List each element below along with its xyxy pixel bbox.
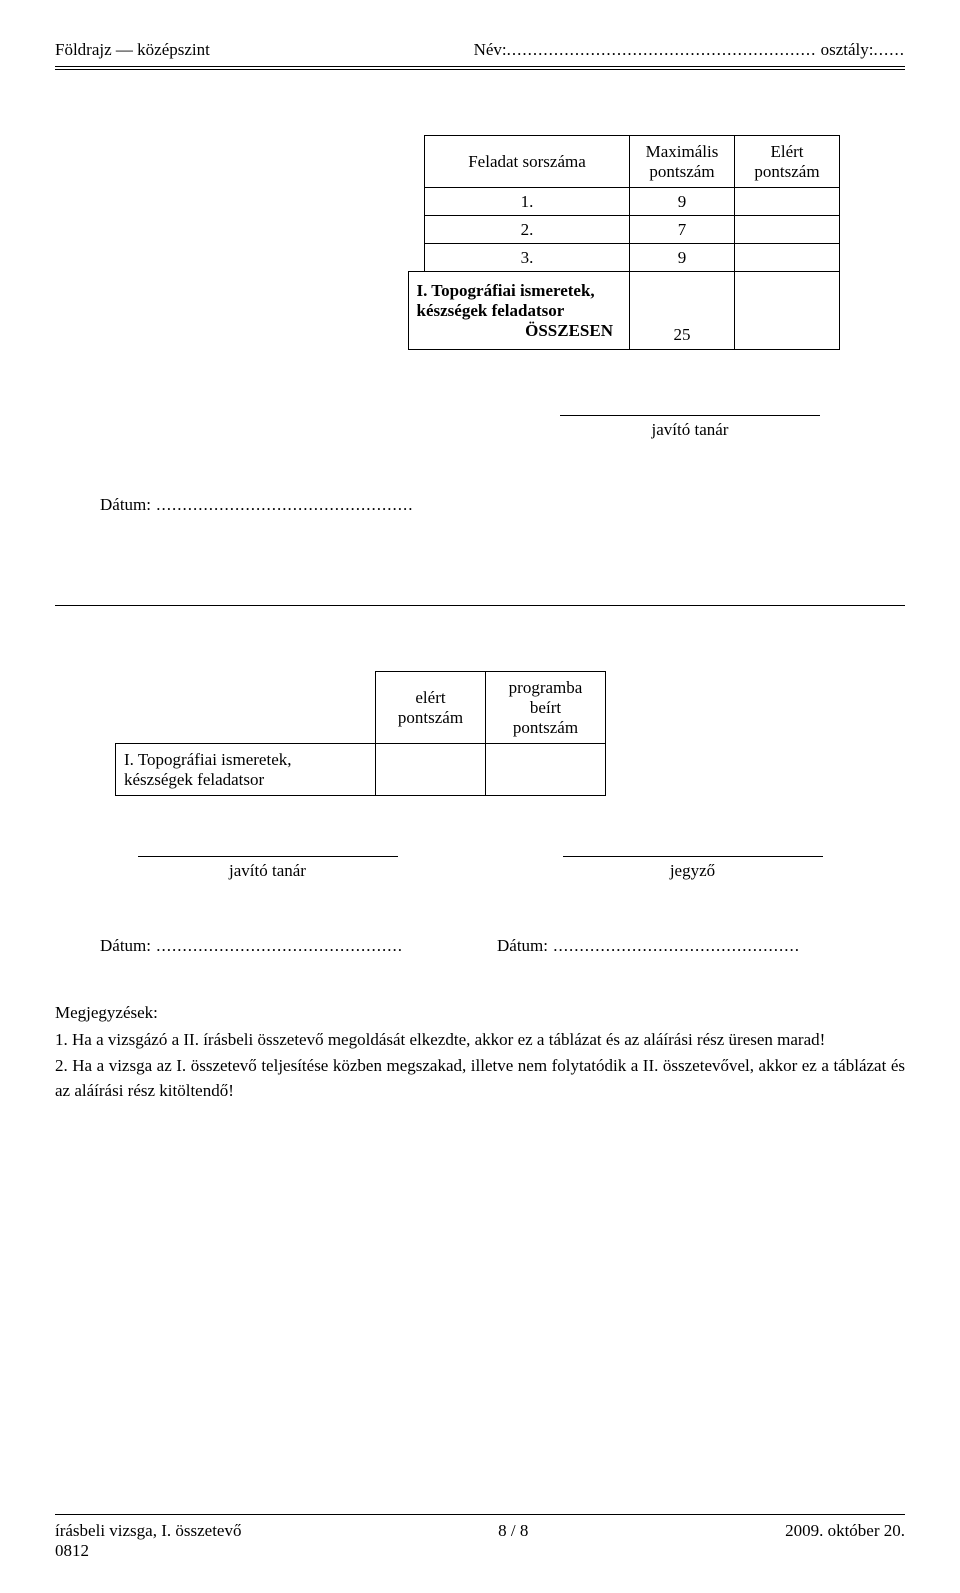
date-label-right: Dátum: [497, 936, 548, 955]
name-label: Név: [474, 40, 507, 59]
footer-date: 2009. október 20. [785, 1521, 905, 1561]
table-row: 2. [425, 216, 630, 244]
footer-page-number: 8 / 8 [241, 1521, 785, 1561]
name-dots: ........................................… [507, 40, 817, 59]
program-table-header-earned: elért pontszám [376, 672, 486, 744]
table-row: 9 [630, 244, 735, 272]
date-dots-left: ........................................… [151, 936, 403, 955]
program-table-entered-cell [486, 744, 606, 796]
date-dots-right: ........................................… [548, 936, 800, 955]
score-table: Feladat sorszáma Maximális pontszám Elér… [408, 135, 841, 350]
subject-level: Földrajz — középszint [55, 40, 210, 60]
table-row: 9 [630, 188, 735, 216]
program-table-earned-cell [376, 744, 486, 796]
score-table-total-label: I. Topográfiai ismeretek, készségek fela… [408, 272, 630, 350]
teacher-signature-label: javító tanár [475, 420, 905, 440]
class-label: osztály: [816, 40, 873, 59]
table-row: 1. [425, 188, 630, 216]
table-row [735, 216, 840, 244]
footer-left-line1: írásbeli vizsga, I. összetevő [55, 1521, 241, 1541]
registrar-signature-label: jegyző [480, 861, 905, 881]
footer: írásbeli vizsga, I. összetevő 0812 8 / 8… [55, 1521, 905, 1561]
score-table-header-task: Feladat sorszáma [425, 136, 630, 188]
score-table-header-earned: Elért pontszám [735, 136, 840, 188]
date-label: Dátum: [100, 495, 151, 514]
table-row [735, 244, 840, 272]
table-row: 3. [425, 244, 630, 272]
date-label-left: Dátum: [100, 936, 151, 955]
score-table-total-earned [735, 272, 840, 350]
notes-paragraph-1: 1. Ha a vizsgázó a II. írásbeli összetev… [55, 1028, 905, 1053]
teacher-signature-label-2: javító tanár [55, 861, 480, 881]
score-table-total-max: 25 [630, 272, 735, 350]
footer-left-line2: 0812 [55, 1541, 241, 1561]
program-table-header-entered: programba beírt pontszám [486, 672, 606, 744]
score-table-header-max: Maximális pontszám [630, 136, 735, 188]
program-table-row-label: I. Topográfiai ismeretek, készségek fela… [116, 744, 376, 796]
table-row [735, 188, 840, 216]
date-dots: ........................................… [151, 495, 414, 514]
program-table: elért pontszám programba beírt pontszám … [115, 671, 606, 796]
notes-section: Megjegyzések: 1. Ha a vizsgázó a II. írá… [55, 1001, 905, 1104]
name-class-fields: Név:....................................… [474, 40, 905, 60]
table-row: 7 [630, 216, 735, 244]
notes-title: Megjegyzések: [55, 1001, 905, 1026]
class-dots: ...... [874, 40, 906, 59]
notes-paragraph-2: 2. Ha a vizsga az I. összetevő teljesíté… [55, 1054, 905, 1103]
